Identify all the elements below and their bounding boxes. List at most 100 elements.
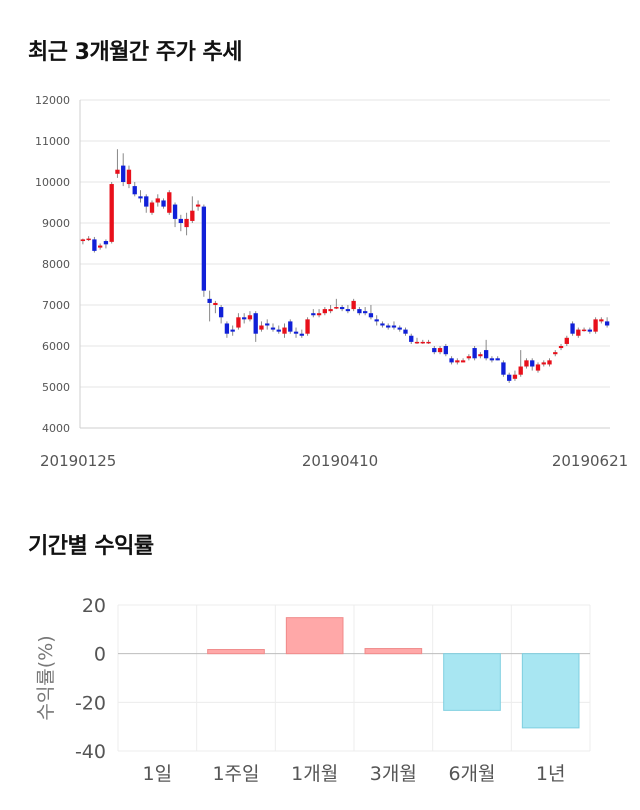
candle-body [409,335,414,342]
candle-body [397,327,402,330]
candle-body [167,192,172,213]
candle-body [581,329,587,332]
candle-body [334,307,339,309]
candle-body [242,317,247,320]
candle-body [518,366,523,375]
return-bar [521,653,580,729]
candle-body [547,360,552,365]
candle-body [103,241,109,245]
candle-body [178,218,183,223]
candle-body [483,350,489,359]
candle-body [380,323,385,326]
returns-x-tick-label: 1개월 [291,763,338,785]
candle-body [282,327,287,334]
candle-body [109,184,114,242]
price-chart-title: 최근 3개월간 주가 추세 [28,40,242,65]
candle-body [386,325,391,328]
candle-body [391,325,397,328]
candle-body [587,329,592,332]
returns-x-tick-label: 6개월 [448,763,495,785]
candle-body [363,311,368,314]
candle-body [530,360,535,367]
candle-body [311,313,316,316]
price-y-tick-label: 5000 [42,381,70,394]
candle-body [80,239,86,242]
candle-body [564,337,569,344]
candle-body [144,196,149,207]
price-y-tick-label: 4000 [42,422,70,435]
candle-body [132,186,137,195]
candle-body [507,374,512,381]
candle-body [236,317,241,328]
price-x-tick-label: 20190621 [552,452,628,470]
candle-body [126,169,132,185]
candle-body [455,360,460,363]
candle-body [184,218,189,228]
candle-body [98,245,103,248]
candle-body [121,165,126,182]
candle-body [576,329,581,336]
candle-body [92,239,97,251]
candle-body [535,364,541,371]
candle-body [351,300,356,310]
return-bar [285,617,344,655]
candle-body [190,210,195,221]
candle-body [472,348,477,359]
candle-body [339,307,345,310]
price-y-tick-label: 8000 [42,258,70,271]
candle-body [558,346,564,349]
candle-body [357,309,362,314]
candle-body [201,206,207,291]
candle-body [161,200,166,207]
returns-y-tick-label: -40 [75,741,106,763]
candle-body [524,360,529,367]
candle-body [512,374,518,379]
return-bar [443,653,501,711]
returns-x-tick-label: 1년 [536,763,566,785]
candle-body [316,313,322,316]
candle-body [432,348,437,353]
candle-body [495,358,500,361]
price-y-tick-label: 6000 [42,340,70,353]
candle-body [368,313,374,318]
candle-body [414,341,420,344]
candle-body [149,202,155,213]
return-bar [207,649,265,655]
price-y-tick-label: 7000 [42,299,70,312]
candle-body [466,356,472,359]
candle-body [305,319,310,334]
price-trend-chart: 4000 5000 6000 7000 8000 9000 10000 11000 12000 2… [35,94,628,470]
candle-body [604,321,610,326]
candle-body [299,333,304,336]
returns-y-tick-label: -20 [75,692,106,714]
candle-body [195,204,201,207]
returns-y-axis-label: 수익률(%) [35,635,57,720]
returns-chart-title: 기간별 수익률 [28,534,154,559]
price-y-tick-label: 10000 [35,176,70,189]
candle-body [403,329,408,334]
returns-x-tick-label: 1주일 [212,763,259,785]
price-y-tick-label: 9000 [42,217,70,230]
returns-y-tick-label: 20 [82,595,106,617]
price-x-tick-label: 20190410 [302,452,378,470]
candle-body [478,354,483,357]
candle-body [437,348,443,353]
candle-body [599,319,604,322]
candle-body [115,169,120,174]
candle-body [230,329,235,332]
candle-body [443,346,448,355]
return-bar [364,648,423,655]
price-y-tick-label: 12000 [35,94,70,107]
candle-body [265,323,270,326]
candle-body [218,307,224,318]
candle-body [593,319,598,332]
price-y-tick-label: 11000 [35,135,70,148]
returns-x-tick-label: 3개월 [370,763,417,785]
candle-body [247,315,253,320]
candle-body [155,198,160,203]
candle-body [426,341,431,344]
candle-body [420,341,425,344]
candle-body [138,196,143,199]
candle-body [570,323,575,334]
